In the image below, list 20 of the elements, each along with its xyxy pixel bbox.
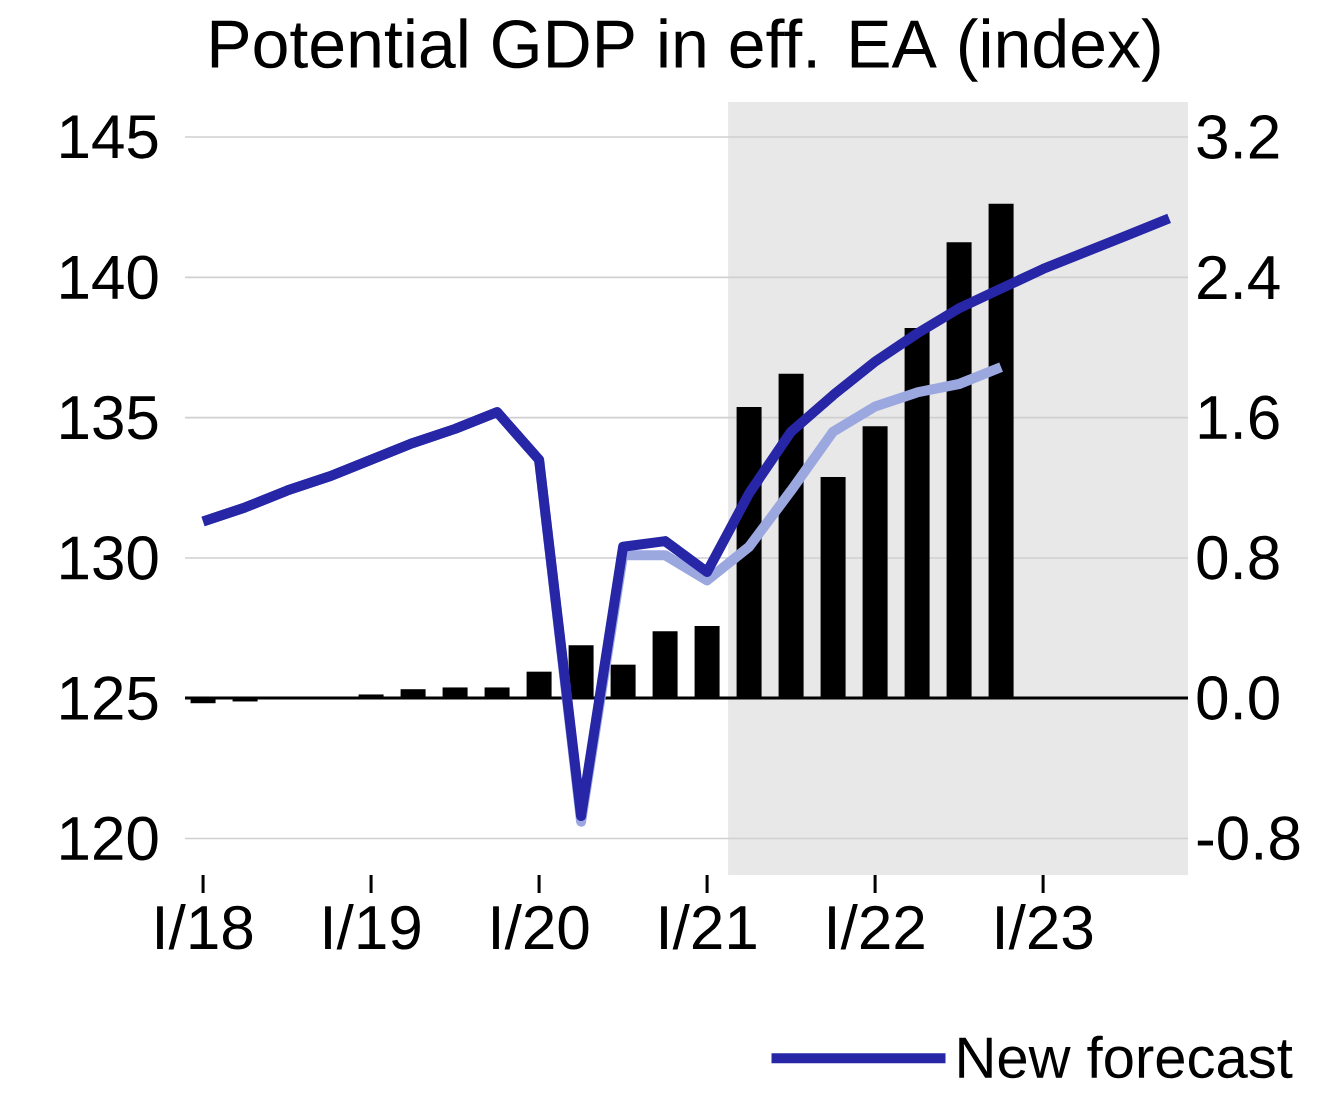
y2-tick-label: -0.8 xyxy=(1197,816,1300,861)
x-tick-label: I/23 xyxy=(997,904,1093,950)
x-tick-label: I/21 xyxy=(661,904,756,950)
legend-label: New forecast xyxy=(959,1035,1293,1079)
chart-title: Potential GDP in eff. EA (index) xyxy=(211,18,1160,82)
y-tick-label: 125 xyxy=(61,676,158,721)
x-tick-label: I/20 xyxy=(493,904,589,950)
y2-tick-label: 3.2 xyxy=(1197,115,1279,159)
x-tick-label: I/18 xyxy=(157,904,253,950)
y2-tick-label: 2.4 xyxy=(1198,255,1280,299)
y-tick-label: 135 xyxy=(61,395,158,440)
y2-tick-label: 0.8 xyxy=(1197,535,1279,580)
y-tick-label: 140 xyxy=(61,255,158,300)
x-tick-label: I/22 xyxy=(829,904,924,950)
y-tick-label: 145 xyxy=(61,115,158,159)
y2-tick-label: 0.0 xyxy=(1197,676,1279,720)
y-tick-label: 120 xyxy=(61,816,158,861)
y2-tick-label: 1.6 xyxy=(1199,395,1279,440)
x-tick-label: I/19 xyxy=(325,904,420,950)
y-tick-label: 130 xyxy=(61,536,158,580)
